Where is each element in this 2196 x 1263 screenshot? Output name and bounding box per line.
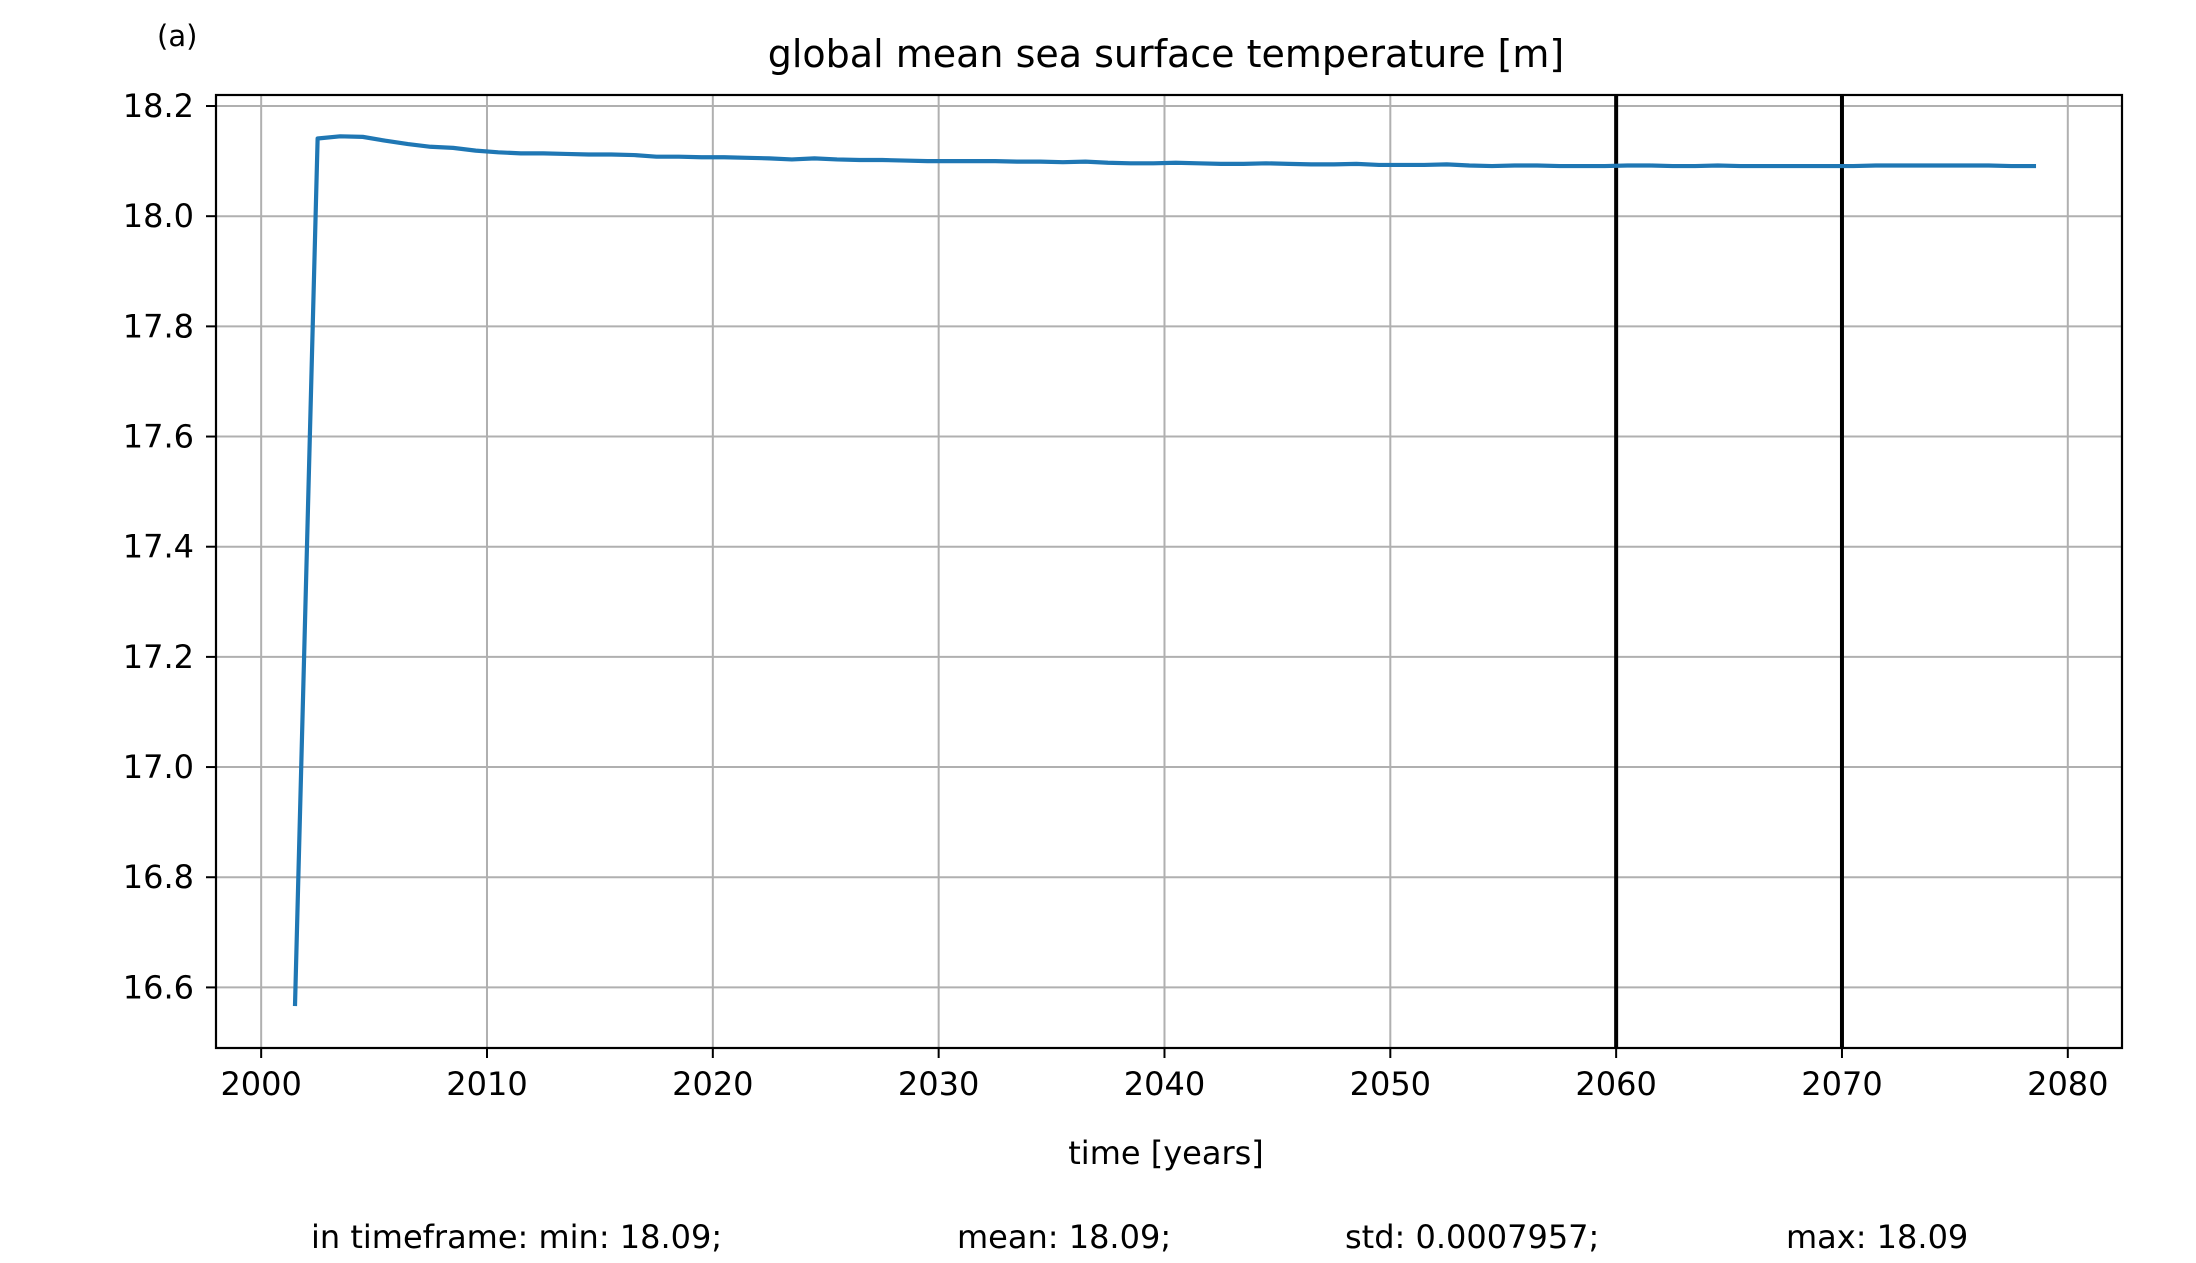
stats-min: in timeframe: min: 18.09; (311, 1218, 722, 1256)
x-axis-title: time [years] (1068, 1134, 1264, 1172)
series-line (292, 134, 2037, 1007)
x-tick-label: 2040 (1124, 1065, 1205, 1103)
series-layer (292, 134, 2037, 1007)
y-tick-label: 18.2 (123, 87, 194, 125)
y-axis-ticks: 16.6 16.8 17.0 17.2 17.4 17.6 17.8 18.0 18.2 (123, 87, 216, 1006)
x-tick-label: 2060 (1575, 1065, 1656, 1103)
x-axis-ticks: 2000 2010 2020 2030 2040 2050 2060 2070 2080 (220, 1048, 2109, 1103)
y-tick-label: 16.8 (123, 858, 194, 896)
stats-mean: mean: 18.09; (957, 1218, 1171, 1256)
x-tick-label: 2020 (672, 1065, 753, 1103)
x-tick-label: 2030 (898, 1065, 979, 1103)
y-tick-label: 17.4 (123, 528, 194, 566)
stats-std: std: 0.0007957; (1345, 1218, 1599, 1256)
chart-title: global mean sea surface temperature [m] (768, 32, 1564, 76)
y-tick-label: 17.0 (123, 748, 194, 786)
y-tick-label: 17.2 (123, 638, 194, 676)
reference-lines (1614, 95, 1844, 1048)
y-tick-label: 17.8 (123, 307, 194, 345)
x-tick-label: 2000 (220, 1065, 301, 1103)
y-tick-label: 18.0 (123, 197, 194, 235)
y-tick-label: 16.6 (123, 968, 194, 1006)
y-tick-label: 17.6 (123, 418, 194, 456)
stats-max: max: 18.09 (1786, 1218, 1968, 1256)
x-tick-label: 2050 (1350, 1065, 1431, 1103)
x-tick-label: 2010 (446, 1065, 527, 1103)
x-tick-label: 2070 (1801, 1065, 1882, 1103)
x-tick-label: 2080 (2027, 1065, 2108, 1103)
plot-frame (214, 93, 2124, 1050)
grid-lines (216, 95, 2122, 1048)
panel-label: (a) (157, 19, 197, 53)
